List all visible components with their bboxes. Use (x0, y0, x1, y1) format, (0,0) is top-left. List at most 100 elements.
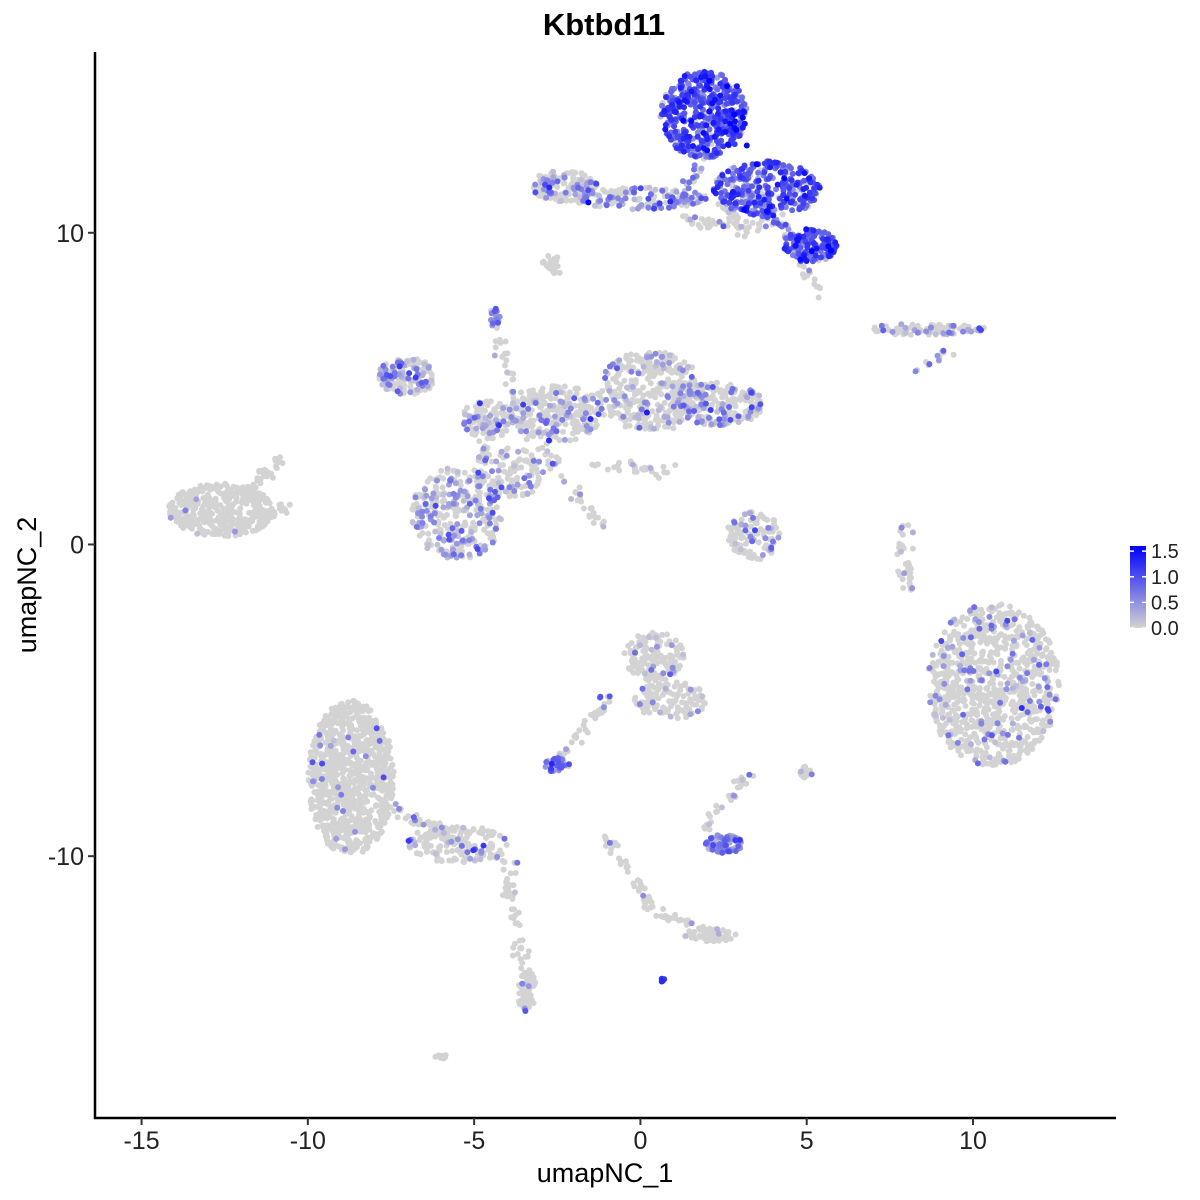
cell-point (669, 383, 676, 390)
cell-point (498, 448, 505, 455)
cell-point (492, 344, 499, 351)
cell-point (581, 717, 588, 724)
cell-point (617, 381, 624, 388)
cell-point (204, 516, 211, 523)
cell-point (518, 945, 525, 952)
cell-point (504, 875, 511, 882)
cell-point (998, 644, 1004, 651)
cell-point (167, 501, 174, 508)
cell-point (871, 326, 878, 333)
cell-point (986, 754, 993, 761)
cell-point (440, 491, 447, 498)
cell-point (642, 670, 648, 677)
cell-point (585, 403, 592, 410)
cell-point (489, 841, 495, 848)
cell-point (222, 517, 228, 524)
cell-point (666, 352, 673, 359)
cell-point (357, 840, 364, 847)
cell-point (237, 505, 244, 512)
cell-point (493, 458, 500, 465)
cell-point (536, 193, 543, 199)
cell-point (547, 257, 554, 264)
cell-point (502, 884, 509, 891)
cell-point (973, 734, 980, 741)
cell-point (353, 709, 360, 716)
cell-point (572, 196, 579, 203)
cell-point (566, 389, 573, 396)
cell-point (580, 505, 587, 512)
cell-point (551, 270, 558, 277)
cell-point (286, 501, 293, 508)
cell-point (1032, 737, 1038, 744)
cell-point (340, 761, 347, 768)
cell-point (734, 231, 741, 238)
cell-point (687, 696, 694, 703)
cell-point (370, 791, 377, 798)
cell-point (345, 783, 352, 790)
cell-point (373, 766, 380, 773)
cell-point (535, 474, 542, 481)
cell-point (335, 708, 342, 715)
cell-point (427, 475, 434, 482)
cell-point (361, 793, 368, 800)
cell-point (308, 752, 315, 759)
cell-point (757, 526, 764, 533)
cell-point (997, 681, 1004, 687)
cell-point (1013, 756, 1020, 763)
cell-point (482, 407, 488, 414)
cell-point (616, 357, 623, 364)
cell-point (247, 486, 254, 493)
cell-point (506, 889, 513, 896)
cell-point (552, 395, 559, 402)
cell-point (680, 693, 687, 700)
cell-point (452, 856, 459, 863)
cell-point (416, 532, 423, 539)
cell-point (568, 739, 575, 746)
cell-point (652, 186, 659, 193)
cell-point (745, 224, 752, 231)
cell-point (356, 778, 363, 785)
cell-point (352, 817, 359, 824)
cell-point (346, 718, 352, 725)
cell-point (351, 780, 357, 787)
cell-point (973, 709, 980, 716)
cell-point (949, 659, 956, 666)
cell-point (667, 713, 674, 720)
cell-point (556, 269, 563, 276)
cell-point (496, 400, 503, 407)
cell-point (1014, 723, 1021, 730)
cell-point (410, 356, 417, 363)
cell-point (909, 529, 916, 536)
cell-point (600, 523, 607, 530)
cell-point (1021, 722, 1028, 729)
cell-point (351, 800, 358, 807)
cell-point (323, 729, 330, 736)
cell-point (650, 657, 657, 664)
cell-point (895, 568, 902, 575)
cell-point (519, 492, 526, 499)
cell-point (799, 271, 806, 278)
cell-point (621, 377, 628, 384)
cell-point (185, 491, 192, 498)
cell-point (460, 497, 467, 504)
cell-point (595, 390, 601, 397)
cell-point (337, 751, 344, 758)
cell-point (550, 174, 557, 181)
cell-point (311, 789, 318, 796)
cell-point (661, 399, 668, 406)
cell-point (476, 454, 482, 461)
cell-point (987, 680, 994, 686)
cell-point (198, 506, 205, 513)
cell-point (966, 748, 973, 754)
cell-point (491, 352, 498, 359)
cell-point (217, 527, 224, 534)
cell-point (981, 668, 987, 675)
cell-point (670, 425, 677, 432)
cell-point (1003, 641, 1010, 647)
cell-point (635, 633, 642, 640)
cell-point (744, 394, 751, 401)
cell-point (969, 641, 976, 647)
cell-point (953, 718, 960, 724)
cell-point (647, 465, 654, 472)
cell-point (327, 808, 334, 815)
